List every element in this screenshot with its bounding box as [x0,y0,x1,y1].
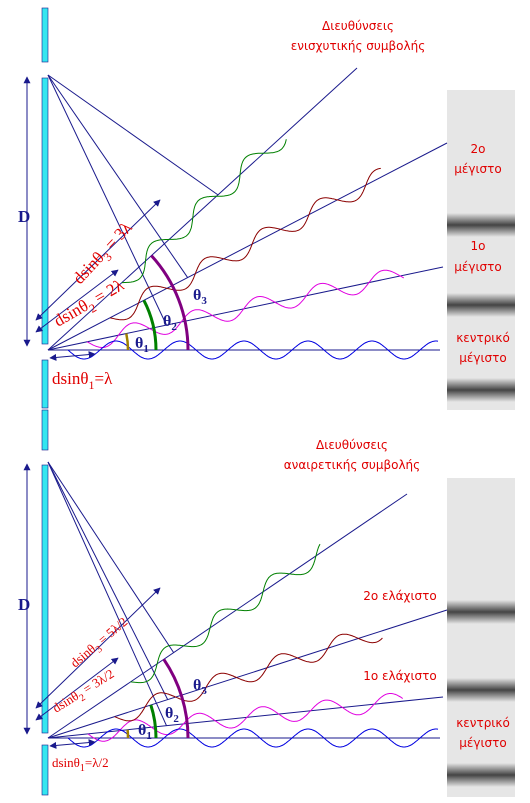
ray [47,461,169,700]
t: 1 [146,730,152,742]
ray [47,266,444,351]
layout [23,7,515,797]
fringe-label: 2ο ελάχιστο [363,589,436,603]
t: =λ/2 [85,755,109,770]
fringe-label: μέγιστο [454,260,501,274]
heading: ενισχυτικής συμβολής [291,39,425,53]
path-label: dsinθ2 = 2λ [51,275,130,334]
wave [121,139,287,284]
fringe [447,213,515,237]
fringe-label: κεντρικό [456,331,510,345]
screen [447,90,515,410]
angle-arc [162,658,190,739]
t: 2 [171,321,177,333]
slit-wall [41,7,49,63]
t: = 2λ [87,275,127,309]
angle-label: θ3 [193,677,207,697]
t: θ [163,313,171,330]
path-diff [35,657,119,721]
path-label: dsinθ1=λ [52,369,113,392]
angle-label: θ2 [163,313,177,333]
path-label: dsinθ3 = 3λ [69,218,139,291]
slit-wall [41,464,49,734]
t: 3 [201,295,207,307]
d-label: D [18,595,30,614]
fringe-label: μέγιστο [454,162,501,176]
t: θ [193,677,201,694]
ray [47,493,408,739]
slit-wall [41,77,49,345]
t: 3 [94,644,105,656]
fringe-label: μέγιστο [459,351,506,365]
t: dsinθ [52,755,80,770]
t: 2 [78,692,88,704]
fringe [447,600,515,624]
angle-arc [125,333,130,351]
angle-arc [150,254,190,351]
heading: Διευθύνσεις [316,438,388,452]
angle-label: θ1 [135,335,149,355]
t: 2 [173,713,179,725]
fringe [447,378,515,402]
angle-label: θ1 [138,722,152,742]
fringe [447,293,515,317]
path-diff [49,351,96,361]
d-label: D [18,207,30,226]
t: 3 [201,685,207,697]
t: dsinθ [52,369,88,388]
slit-wall [41,744,49,796]
path-label: dsinθ1=λ/2 [52,755,109,774]
slit-wall [41,359,49,409]
t: dsinθ [51,296,92,331]
fringe-label: 2ο [471,142,486,156]
t: 1 [88,378,94,392]
fringe-label: κεντρικό [456,716,510,730]
fringe-label: μέγιστο [459,736,506,750]
fringe-label: 1ο ελάχιστο [363,669,436,683]
angle-label: θ3 [193,287,207,307]
t: =λ [94,369,113,388]
wave [86,269,405,348]
t: θ [138,722,146,739]
t: dsinθ [50,688,82,716]
slit-wall [41,409,49,451]
t: θ [193,287,201,304]
angle-arc [149,704,158,739]
ray [47,461,167,726]
heading: Διευθύνσεις [322,19,394,33]
heading: αναιρετικής συμβολής [284,458,420,472]
fringe [447,678,515,702]
wave [67,728,439,748]
t: θ [135,335,143,352]
ray [47,696,444,739]
t: dsinθ [67,641,98,670]
t: 1 [143,343,149,355]
wave [130,543,321,684]
angle-arc [142,299,158,351]
path-diff [35,269,119,333]
t: θ [165,705,173,722]
path-diff [49,739,96,749]
t: 1 [80,763,85,774]
fringe-label: 1ο [471,239,486,253]
path-label: dsinθ3 = 5λ/2 [67,614,133,673]
t: = 3λ/2 [78,666,117,698]
screen [447,478,515,797]
wave [67,340,439,360]
fringe [447,763,515,787]
angle-label: θ2 [165,705,179,725]
ray [47,74,219,196]
wave [87,693,404,742]
